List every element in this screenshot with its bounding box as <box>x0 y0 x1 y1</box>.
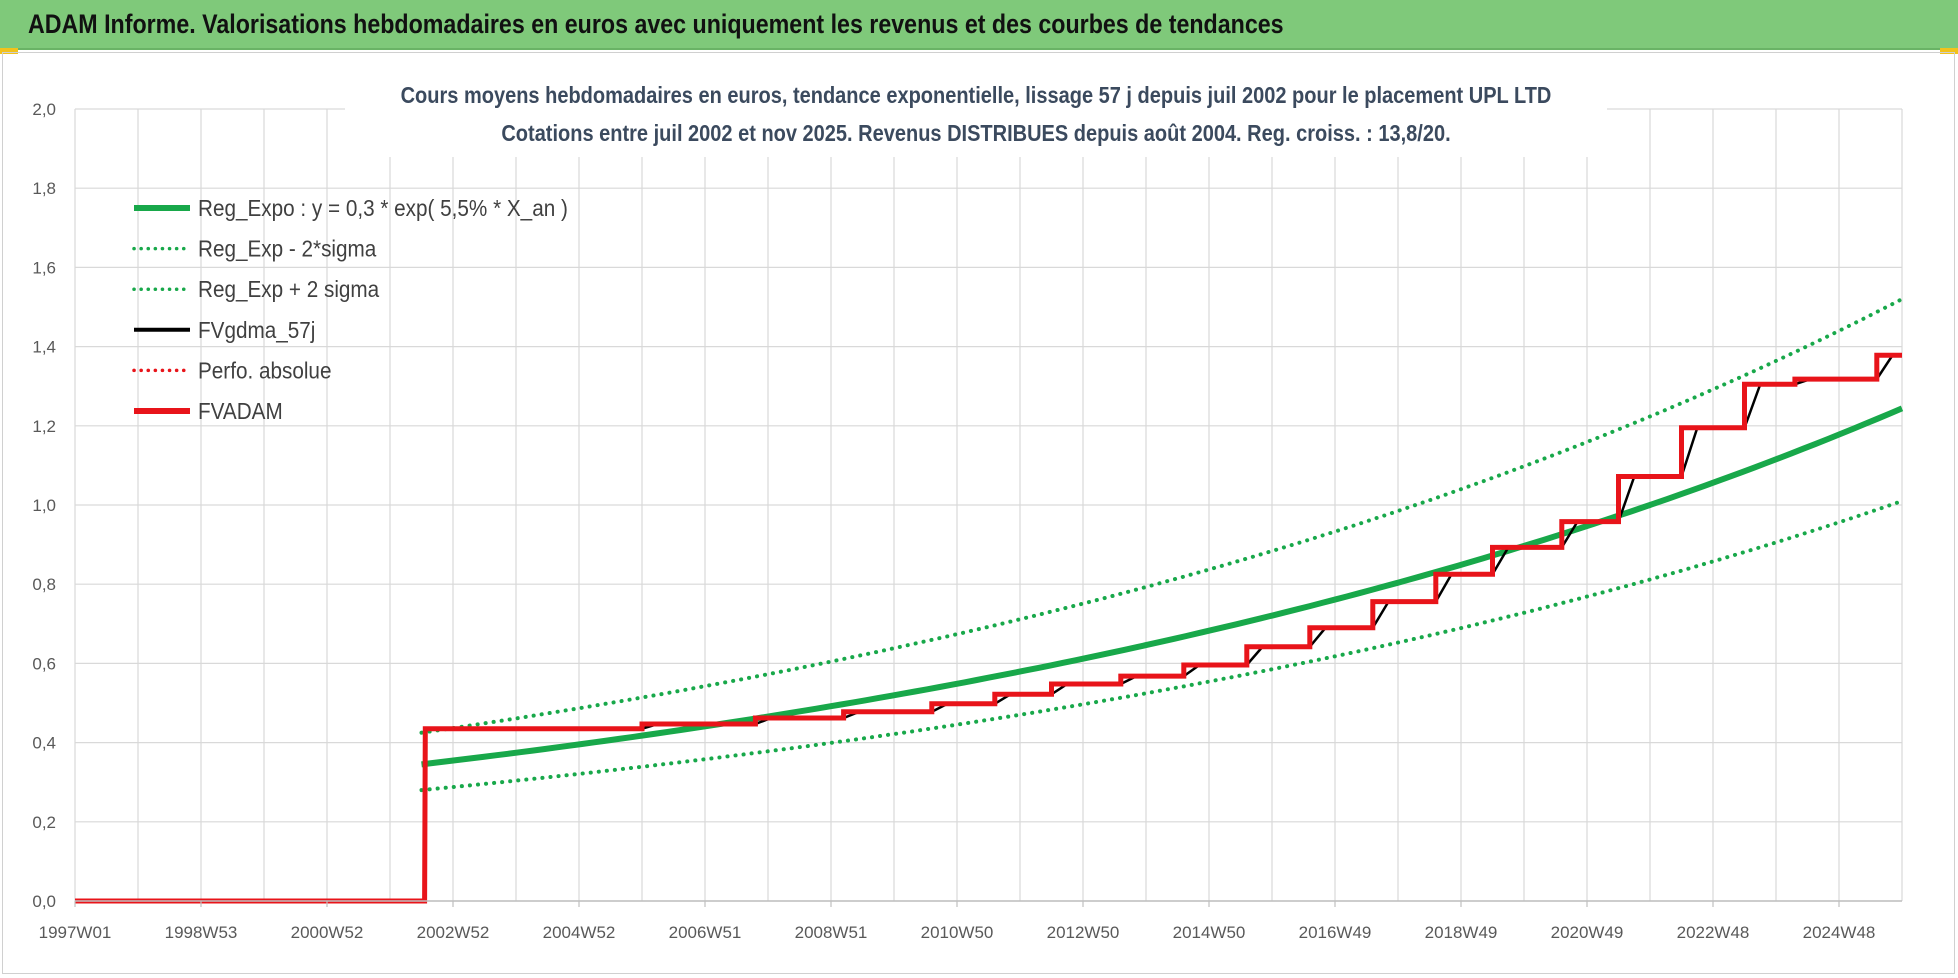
y-tick-label: 0,0 <box>32 892 56 911</box>
title-background <box>345 77 1607 157</box>
x-tick-label: 2012W50 <box>1047 923 1120 942</box>
chart-frame <box>2 52 1955 974</box>
legend-label: Perfo. absolue <box>198 357 331 383</box>
legend-label: Reg_Expo : y = 0,3 * exp( 5,5% * X_an ) <box>198 195 568 221</box>
chart-title-line-2: Cotations entre juil 2002 et nov 2025. R… <box>501 120 1450 147</box>
series-fvadam <box>75 352 1902 904</box>
corner-accent-right <box>1940 48 1958 54</box>
x-tick-label: 2018W49 <box>1425 923 1498 942</box>
legend-label: Reg_Exp - 2*sigma <box>198 236 377 262</box>
legend-label: FVADAM <box>198 398 283 424</box>
x-tick-label: 1997W01 <box>39 923 112 942</box>
chart-title-group: Cours moyens hebdomadaires en euros, ten… <box>345 77 1607 157</box>
x-tick-label: 2020W49 <box>1551 923 1624 942</box>
x-tick-label: 2024W48 <box>1803 923 1876 942</box>
corner-accent-left <box>0 48 18 54</box>
y-tick-label: 0,6 <box>32 654 56 673</box>
x-tick-label: 2004W52 <box>543 923 616 942</box>
title-banner: ADAM Informe. Valorisations hebdomadaire… <box>0 0 1958 50</box>
series-reg-expo <box>421 405 1904 768</box>
x-tick-label: 2014W50 <box>1173 923 1246 942</box>
grid <box>74 108 1903 902</box>
legend-label: Reg_Exp + 2 sigma <box>198 276 380 302</box>
series-reg-exp-minus-2-sigma <box>419 499 1904 793</box>
y-tick-label: 0,2 <box>32 813 56 832</box>
y-tick-label: 1,4 <box>32 338 56 357</box>
y-tick-label: 1,2 <box>32 417 56 436</box>
y-tick-label: 0,4 <box>32 734 56 753</box>
x-tick-label: 2008W51 <box>795 923 868 942</box>
series-reg-exp-plus-2-sigma <box>419 297 1904 735</box>
x-tick-label: 2010W50 <box>921 923 994 942</box>
series-area <box>75 297 1904 904</box>
y-tick-label: 2,0 <box>32 100 56 119</box>
banner-title: ADAM Informe. Valorisations hebdomadaire… <box>28 9 1284 39</box>
x-tick-label: 2000W52 <box>291 923 364 942</box>
y-tick-label: 1,8 <box>32 179 56 198</box>
y-tick-label: 0,8 <box>32 575 56 594</box>
x-tick-label: 1998W53 <box>165 923 238 942</box>
x-tick-label: 2022W48 <box>1677 923 1750 942</box>
y-tick-label: 1,6 <box>32 258 56 277</box>
y-tick-label: 1,0 <box>32 496 56 515</box>
legend: Reg_Expo : y = 0,3 * exp( 5,5% * X_an ) R… <box>132 195 568 424</box>
x-tick-label: 2002W52 <box>417 923 490 942</box>
chart-title-line-1: Cours moyens hebdomadaires en euros, ten… <box>401 82 1552 109</box>
x-tick-label: 2016W49 <box>1299 923 1372 942</box>
x-tick-label: 2006W51 <box>669 923 742 942</box>
legend-label: FVgdma_57j <box>198 317 315 343</box>
axes: 0,0 0,2 0,4 0,6 0,8 1,0 1,2 1,4 1,6 1,8 2,0 1997W01… <box>32 100 1902 942</box>
